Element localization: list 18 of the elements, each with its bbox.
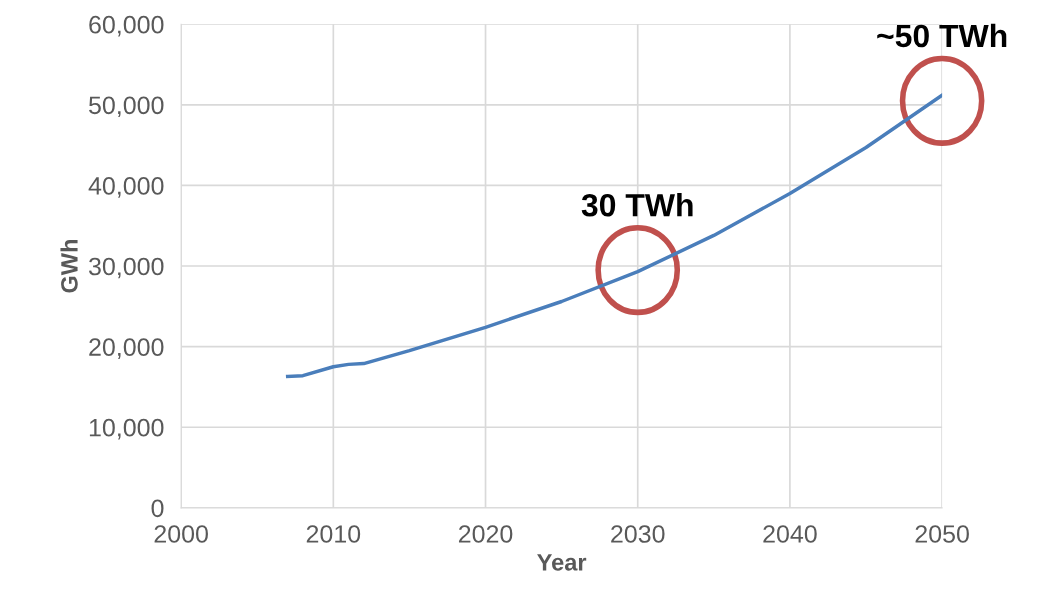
x-tick-label: 2020 bbox=[458, 525, 513, 543]
y-tick-label: 50,000 bbox=[89, 96, 164, 118]
x-tick-label: 2040 bbox=[763, 525, 817, 543]
x-tick-label: 2000 bbox=[154, 525, 208, 543]
x-tick-label: 2050 bbox=[915, 525, 969, 543]
y-tick-label: 20,000 bbox=[89, 338, 164, 359]
x-axis-title: Year bbox=[537, 554, 587, 571]
y-tick-label: 40,000 bbox=[88, 177, 164, 198]
x-tick-label: 2010 bbox=[306, 525, 361, 543]
y-tick-label: 10,000 bbox=[89, 418, 164, 440]
y-tick-label: 0 bbox=[151, 499, 164, 518]
x-tick-label: 2030 bbox=[611, 525, 665, 543]
annotation: ~50 TWh bbox=[877, 23, 1007, 48]
y-axis-title: GWh bbox=[60, 239, 78, 293]
y-tick-label: 30,000 bbox=[88, 257, 164, 279]
y-tick-label: 60,000 bbox=[89, 15, 164, 37]
annotation: 30 TWh bbox=[581, 193, 693, 217]
line-series bbox=[285, 93, 943, 379]
